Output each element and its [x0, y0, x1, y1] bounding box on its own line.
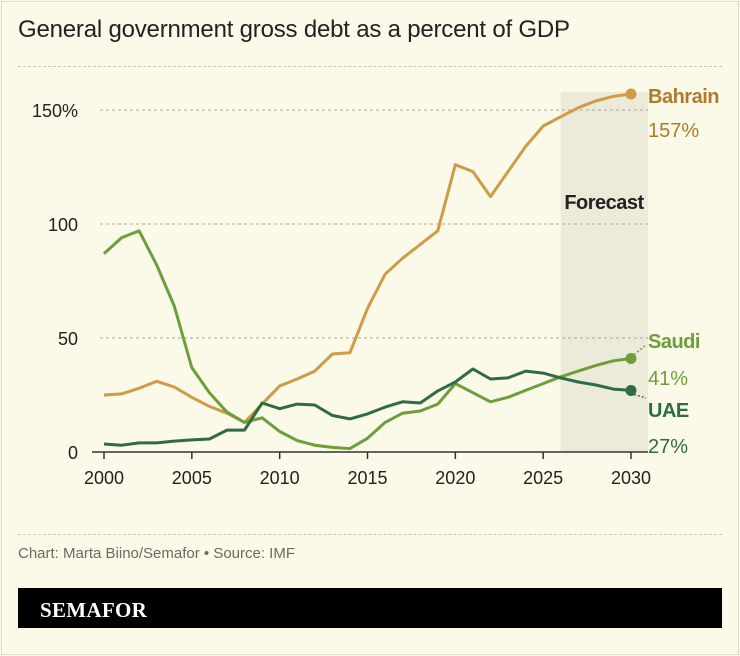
x-tick-label: 2030: [611, 468, 651, 488]
bottom-divider: [18, 534, 722, 535]
end-value-uae: 27%: [648, 436, 688, 458]
leader-line-saudi: [633, 344, 647, 356]
series-line-uae: [103, 367, 632, 447]
y-tick-label: 50: [58, 329, 78, 349]
brand-bar: SEMAFOR: [18, 588, 722, 628]
end-point-saudi: [625, 353, 637, 365]
series-label-saudi: Saudi: [648, 331, 700, 353]
x-tick-label: 2005: [172, 468, 212, 488]
forecast-label: Forecast: [564, 192, 644, 214]
y-tick-label: 150%: [32, 101, 78, 121]
series-label-bahrain: Bahrain: [648, 86, 719, 108]
end-point-bahrain: [625, 88, 637, 100]
y-tick-label: 100: [48, 215, 78, 235]
chart-credit: Chart: Marta Biino/Semafor • Source: IMF: [18, 545, 296, 562]
y-tick-label: 0: [68, 443, 78, 463]
x-tick-label: 2000: [84, 468, 124, 488]
end-value-saudi: 41%: [648, 368, 688, 390]
line-chart: Forecast 0 50 100 150% 2000 2005 2010 2015 2020 20…: [32, 86, 720, 488]
series-line-bahrain: [103, 92, 632, 424]
end-point-uae: [625, 384, 637, 396]
x-tick-label: 2020: [435, 468, 475, 488]
series-line-saudi: [102, 229, 632, 451]
forecast-band: [560, 92, 648, 452]
top-divider: [18, 66, 722, 67]
x-tick-label: 2025: [523, 468, 563, 488]
end-value-bahrain: 157%: [648, 120, 699, 142]
chart-title: General government gross debt as a perce…: [18, 16, 570, 43]
semafor-logo: SEMAFOR: [40, 598, 148, 622]
x-tick-label: 2015: [347, 468, 387, 488]
x-tick-label: 2010: [260, 468, 300, 488]
series-label-uae: UAE: [648, 400, 689, 422]
